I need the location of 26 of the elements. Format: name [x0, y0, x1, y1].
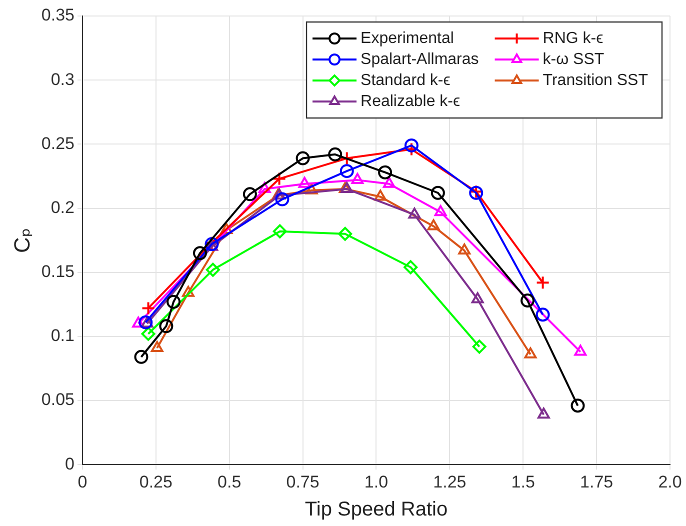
- y-tick-label: 0: [65, 454, 74, 474]
- x-tick-label: 1.5: [511, 472, 535, 492]
- legend-label: RNG k-ϵ: [542, 30, 604, 47]
- x-tick-label: 0.25: [139, 472, 172, 492]
- y-tick-label: 0.1: [50, 326, 74, 346]
- legend-label: Transition SST: [542, 72, 648, 89]
- x-tick-label: 1.0: [364, 472, 388, 492]
- legend-label: Experimental: [360, 30, 454, 47]
- y-tick-label: 0.3: [50, 70, 74, 89]
- legend-label: Standard k-ϵ: [360, 72, 450, 89]
- x-axis-title: Tip Speed Ratio: [304, 498, 448, 521]
- legend-label: Spalart-Allmaras: [360, 50, 479, 68]
- x-tick-label: 0: [78, 472, 88, 492]
- x-tick-label: 0.5: [218, 472, 242, 492]
- legend-label: Realizable k-ϵ: [360, 92, 460, 110]
- x-tick-label: 0.75: [286, 472, 320, 492]
- y-tick-label: 0.15: [41, 262, 74, 282]
- y-axis-title: Cₚ: [9, 228, 34, 253]
- y-tick-label: 0.05: [41, 390, 74, 410]
- y-tick-label: 0.35: [41, 6, 74, 25]
- x-tick-label: 1.25: [433, 472, 466, 492]
- legend-label: k-ω SST: [542, 50, 604, 68]
- x-tick-label: 1.75: [580, 472, 614, 492]
- y-tick-label: 0.2: [50, 198, 74, 217]
- x-tick-label: 2.0: [658, 472, 682, 492]
- y-tick-label: 0.25: [41, 134, 74, 153]
